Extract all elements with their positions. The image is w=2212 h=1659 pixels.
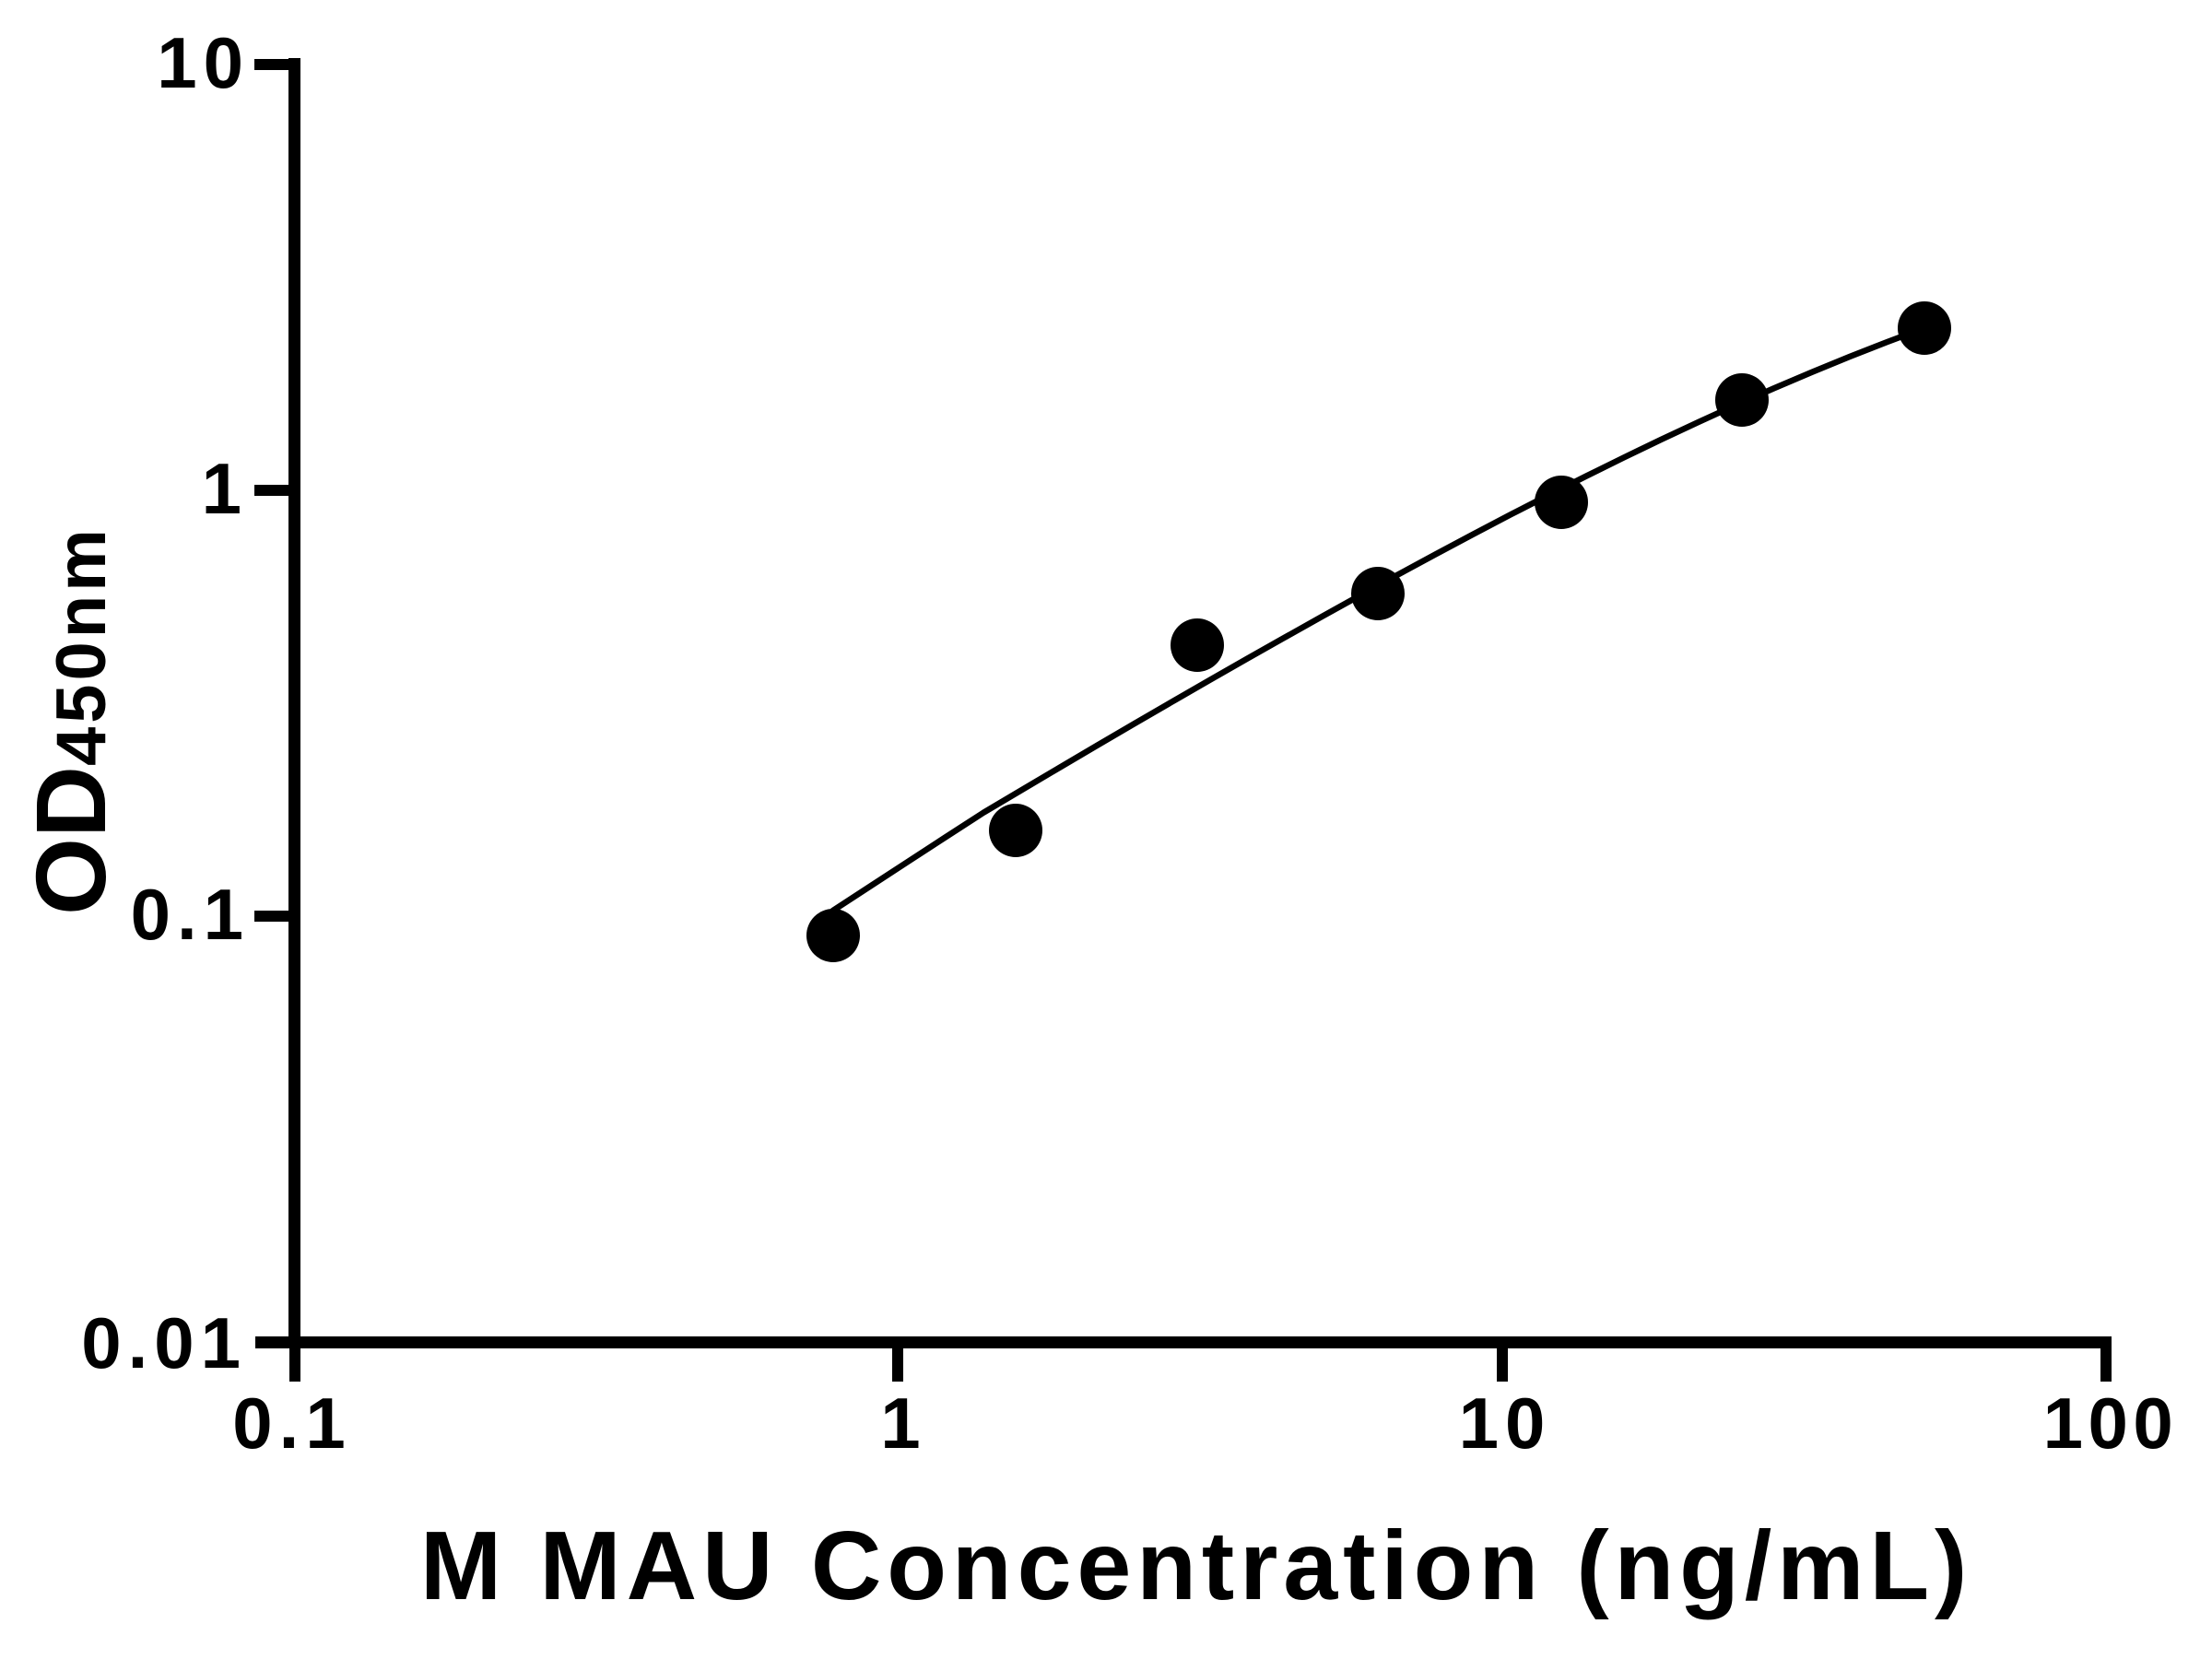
svg-text:1: 1 bbox=[202, 448, 241, 529]
svg-text:0.1: 0.1 bbox=[131, 874, 250, 955]
svg-text:10: 10 bbox=[157, 22, 250, 103]
svg-text:0.1: 0.1 bbox=[232, 1382, 351, 1464]
svg-text:10: 10 bbox=[1459, 1382, 1552, 1464]
svg-text:100: 100 bbox=[2043, 1382, 2179, 1464]
svg-text:M MAU Concentration (ng/mL): M MAU Concentration (ng/mL) bbox=[420, 1512, 1972, 1620]
svg-text:1: 1 bbox=[880, 1382, 920, 1464]
svg-text:0.01: 0.01 bbox=[81, 1302, 247, 1383]
